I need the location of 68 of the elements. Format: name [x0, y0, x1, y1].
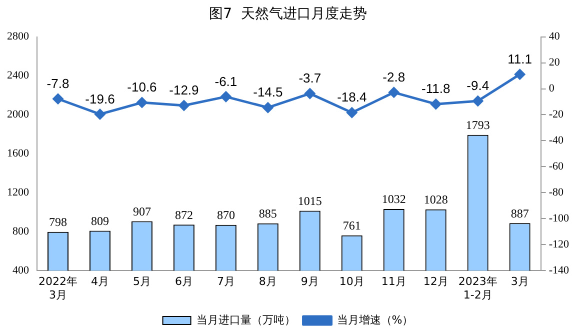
y-tick-label: 1600	[7, 148, 30, 160]
legend-label: 当月进口量（万吨）	[196, 313, 296, 326]
data-label: -11.8	[422, 81, 450, 96]
x-tick-label: 11月	[381, 275, 406, 288]
y-tick-label: 400	[12, 264, 30, 276]
data-label: -19.6	[85, 91, 115, 106]
data-label: 761	[342, 218, 361, 233]
data-label: 798	[48, 214, 67, 229]
y-tick-label: 2400	[7, 70, 30, 82]
y2-tick-label: -100	[548, 212, 570, 225]
data-label: 1032	[382, 192, 406, 206]
data-label: -10.6	[127, 80, 157, 95]
point	[52, 94, 64, 104]
data-label: 885	[258, 206, 277, 221]
data-label: 1015	[298, 194, 322, 208]
data-label: -7.8	[46, 76, 70, 91]
point	[388, 87, 400, 98]
x-tick-label: 8月	[258, 275, 277, 288]
point	[346, 107, 358, 118]
y2-tick-label: -20	[548, 108, 564, 121]
data-label: -14.5	[253, 84, 283, 100]
point	[262, 102, 274, 113]
data-label: -9.4	[466, 78, 490, 94]
chart-title: 图7 天然气进口月度走势	[209, 6, 367, 22]
x-tick-label: 3月	[510, 275, 529, 288]
point	[514, 69, 526, 80]
x-tick-label: 4月	[90, 275, 109, 288]
y-tick-label: 1200	[7, 186, 30, 199]
x-tick-label: 12月	[423, 275, 448, 288]
legend-label: 当月增速（%）	[336, 313, 414, 326]
y2-tick-label: -140	[548, 264, 570, 276]
y2-tick-label: -40	[548, 134, 564, 147]
x-tick-label: 2022年 3月	[38, 275, 78, 302]
y-tick-label: 2000	[7, 108, 30, 121]
y2-tick-label: -120	[548, 238, 570, 251]
data-label: -12.9	[169, 82, 199, 98]
data-label: 1028	[424, 192, 448, 207]
point	[136, 97, 148, 108]
x-tick-label: 10月	[339, 275, 364, 288]
data-label: 809	[90, 214, 109, 228]
data-label: 907	[132, 204, 151, 218]
y2-tick-label: 0	[548, 82, 555, 95]
x-tick-label: 7月	[216, 275, 235, 288]
data-label: -18.4	[337, 90, 367, 105]
point	[178, 100, 190, 111]
data-label: -6.1	[214, 74, 238, 89]
data-label: 887	[510, 206, 529, 220]
point	[304, 88, 316, 99]
data-label: 870	[216, 208, 235, 222]
point	[472, 96, 484, 106]
data-label: 1793	[466, 118, 490, 132]
data-label: 11.1	[508, 51, 532, 66]
y2-tick-label: -60	[548, 160, 564, 173]
x-tick-label: 2023年 1-2月	[458, 275, 498, 302]
x-tick-label: 9月	[300, 275, 319, 288]
point	[430, 98, 442, 110]
y2-tick-label: 20	[548, 56, 560, 69]
y-tick-label: 2800	[7, 30, 30, 43]
point	[94, 108, 106, 120]
y2-tick-label: -80	[548, 186, 564, 199]
data-label: 872	[174, 208, 193, 222]
y-tick-label: 800	[12, 226, 30, 238]
x-tick-label: 5月	[132, 275, 151, 288]
data-label: -2.8	[382, 69, 406, 84]
y2-tick-label: 40	[548, 30, 560, 43]
point	[220, 91, 232, 102]
data-label: -3.7	[298, 70, 322, 86]
x-tick-label: 6月	[174, 275, 193, 288]
